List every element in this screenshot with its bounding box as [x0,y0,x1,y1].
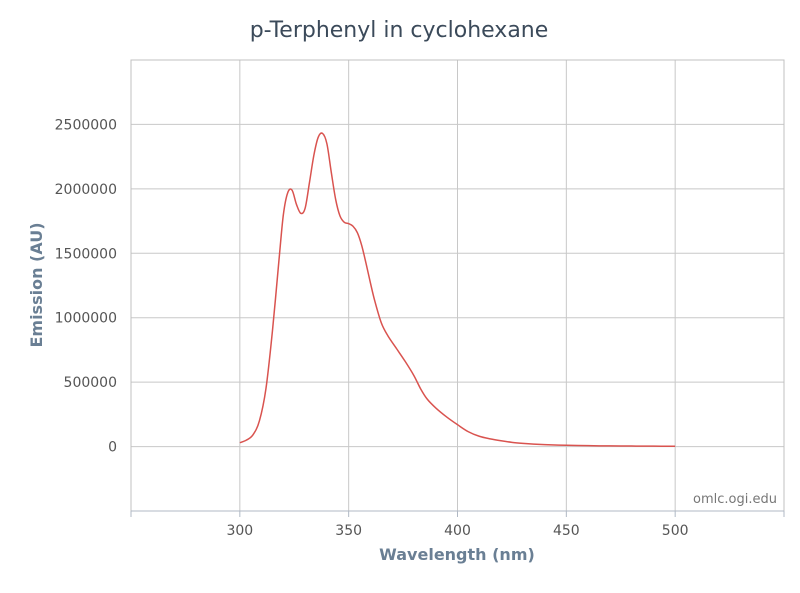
y-tick-label: 500000 [64,375,117,391]
x-tick-label: 350 [335,523,362,539]
y-axis-title: Emission (AU) [27,222,46,347]
y-tick-label: 2000000 [55,182,117,198]
chart-title: p-Terphenyl in cyclohexane [250,18,549,43]
grid [131,60,784,511]
y-tick-label: 1000000 [55,311,117,327]
x-tick-label: 400 [444,523,471,539]
credit-label: omlc.ogi.edu [693,492,777,507]
y-tick-label: 0 [108,440,117,456]
emission-series-line [239,132,676,447]
y-tick-label: 2500000 [55,117,117,133]
y-axis: 0 500000 1000000 1500000 2000000 2500000 [55,117,117,455]
y-tick-label: 1500000 [55,246,117,262]
x-tick-label: 300 [226,523,253,539]
x-tick-label: 500 [662,523,689,539]
series-group [239,132,676,447]
x-axis: 300 350 400 450 500 [130,510,785,539]
x-tick-label: 450 [553,523,580,539]
x-axis-title: Wavelength (nm) [379,545,535,564]
